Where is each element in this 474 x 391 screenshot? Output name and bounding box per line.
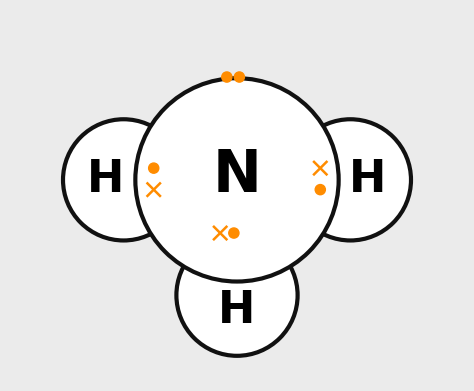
Circle shape: [290, 119, 411, 240]
Text: N: N: [212, 147, 262, 204]
Circle shape: [149, 163, 159, 173]
Circle shape: [176, 235, 298, 356]
Circle shape: [229, 228, 239, 238]
Circle shape: [136, 78, 338, 282]
Circle shape: [234, 72, 245, 82]
Text: H: H: [349, 158, 387, 201]
Text: H: H: [219, 289, 255, 332]
Circle shape: [315, 185, 325, 195]
Circle shape: [63, 119, 184, 240]
Text: H: H: [87, 158, 125, 201]
Circle shape: [222, 72, 232, 82]
